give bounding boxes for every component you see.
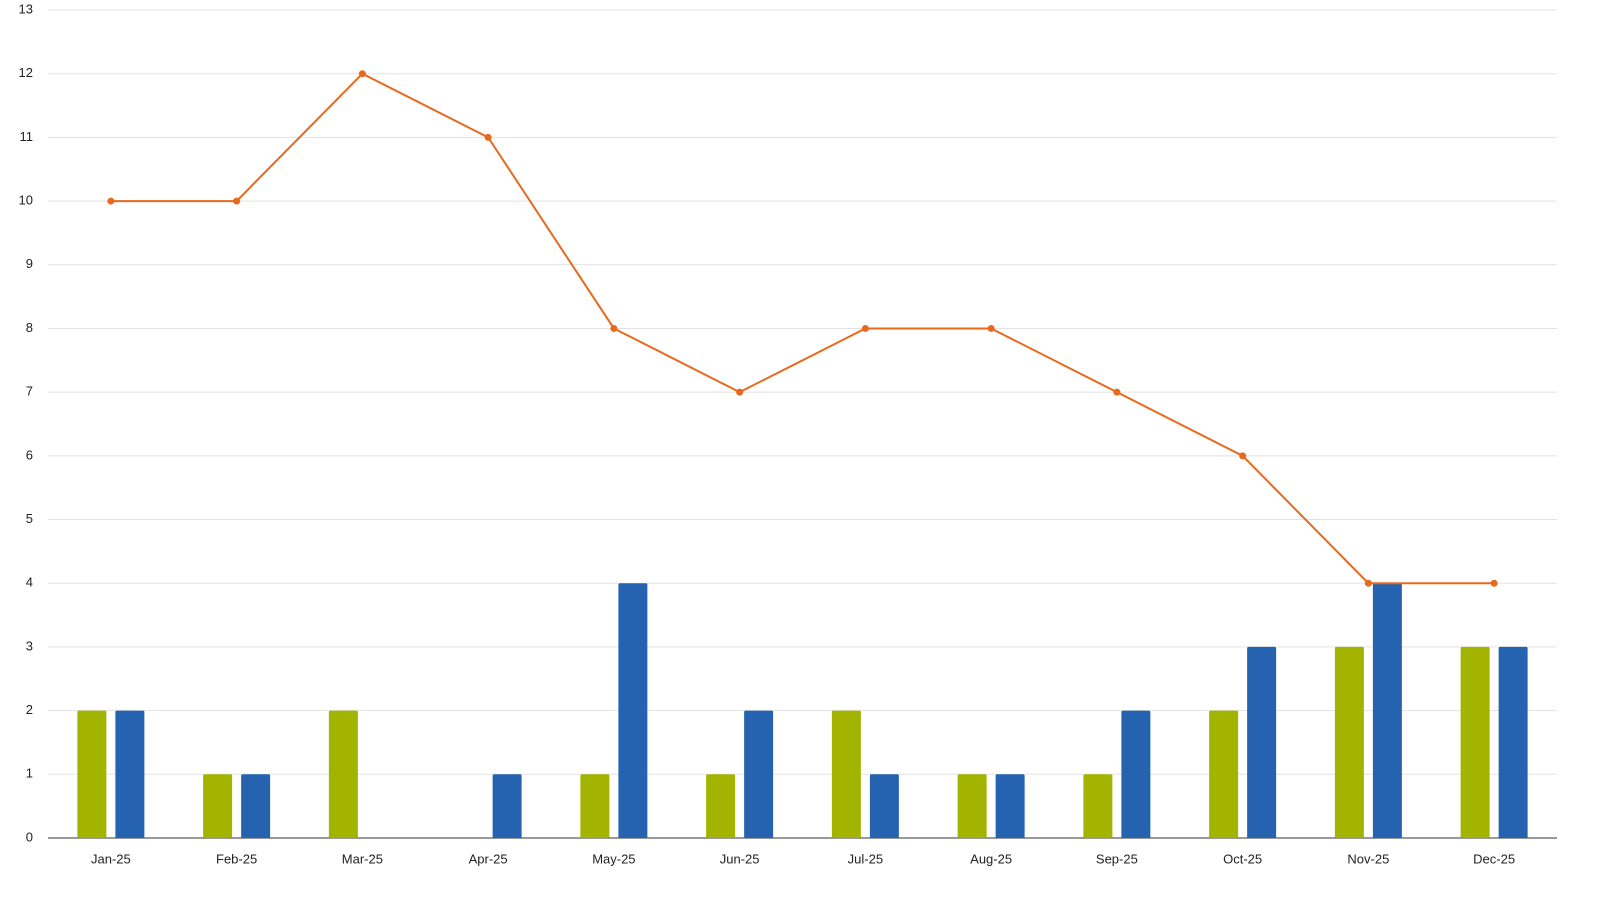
bar (1334, 646, 1364, 838)
y-tick-label: 8 (26, 320, 33, 335)
y-tick-label: 5 (26, 511, 33, 526)
line-point (1364, 579, 1372, 587)
x-tick-label: Dec-25 (1473, 851, 1515, 866)
y-tick-label: 12 (19, 65, 33, 80)
bar (115, 710, 145, 838)
y-tick-label: 7 (26, 384, 33, 399)
y-tick-label: 1 (26, 766, 33, 781)
bar (328, 710, 358, 838)
y-tick-label: 4 (26, 575, 33, 590)
bar (1209, 710, 1239, 838)
bar (203, 774, 233, 838)
y-tick-label: 9 (26, 256, 33, 271)
x-tick-label: Aug-25 (970, 851, 1012, 866)
bar (618, 583, 648, 838)
bar (1121, 710, 1151, 838)
y-tick-label: 3 (26, 638, 33, 653)
x-tick-label: Jan-25 (91, 851, 131, 866)
y-tick-label: 2 (26, 702, 33, 717)
line-point (610, 324, 618, 332)
line-point (358, 70, 366, 78)
x-tick-label: Jun-25 (720, 851, 760, 866)
x-tick-label: Apr-25 (469, 851, 508, 866)
line-point (736, 388, 744, 396)
line-point (233, 197, 241, 205)
bar (744, 710, 774, 838)
line-point (861, 324, 869, 332)
y-tick-label: 11 (20, 129, 34, 144)
bar (241, 774, 271, 838)
y-tick-label: 10 (19, 193, 33, 208)
bar (1247, 646, 1277, 838)
x-tick-label: Feb-25 (216, 851, 257, 866)
bar (77, 710, 107, 838)
bar (492, 774, 522, 838)
x-tick-label: Nov-25 (1347, 851, 1389, 866)
x-tick-label: Oct-25 (1223, 851, 1262, 866)
y-tick-label: 0 (26, 829, 33, 844)
line-point (1239, 452, 1247, 460)
line-point (1113, 388, 1121, 396)
x-tick-label: May-25 (592, 851, 635, 866)
line-point (987, 324, 995, 332)
bar (1460, 646, 1490, 838)
y-tick-label: 6 (26, 447, 33, 462)
bar (869, 774, 899, 838)
line-point (1490, 579, 1498, 587)
y-tick-label: 13 (19, 1, 33, 16)
bar (1083, 774, 1113, 838)
bar (831, 710, 861, 838)
line (110, 72, 1495, 585)
bar (706, 774, 736, 838)
bar (957, 774, 987, 838)
bar (580, 774, 610, 838)
line-point (107, 197, 115, 205)
bar (1372, 583, 1402, 838)
x-tick-label: Mar-25 (342, 851, 383, 866)
bar (1498, 646, 1528, 838)
line-point (484, 133, 492, 141)
x-tick-label: Sep-25 (1096, 851, 1138, 866)
bar (995, 774, 1025, 838)
x-tick-label: Jul-25 (848, 851, 883, 866)
